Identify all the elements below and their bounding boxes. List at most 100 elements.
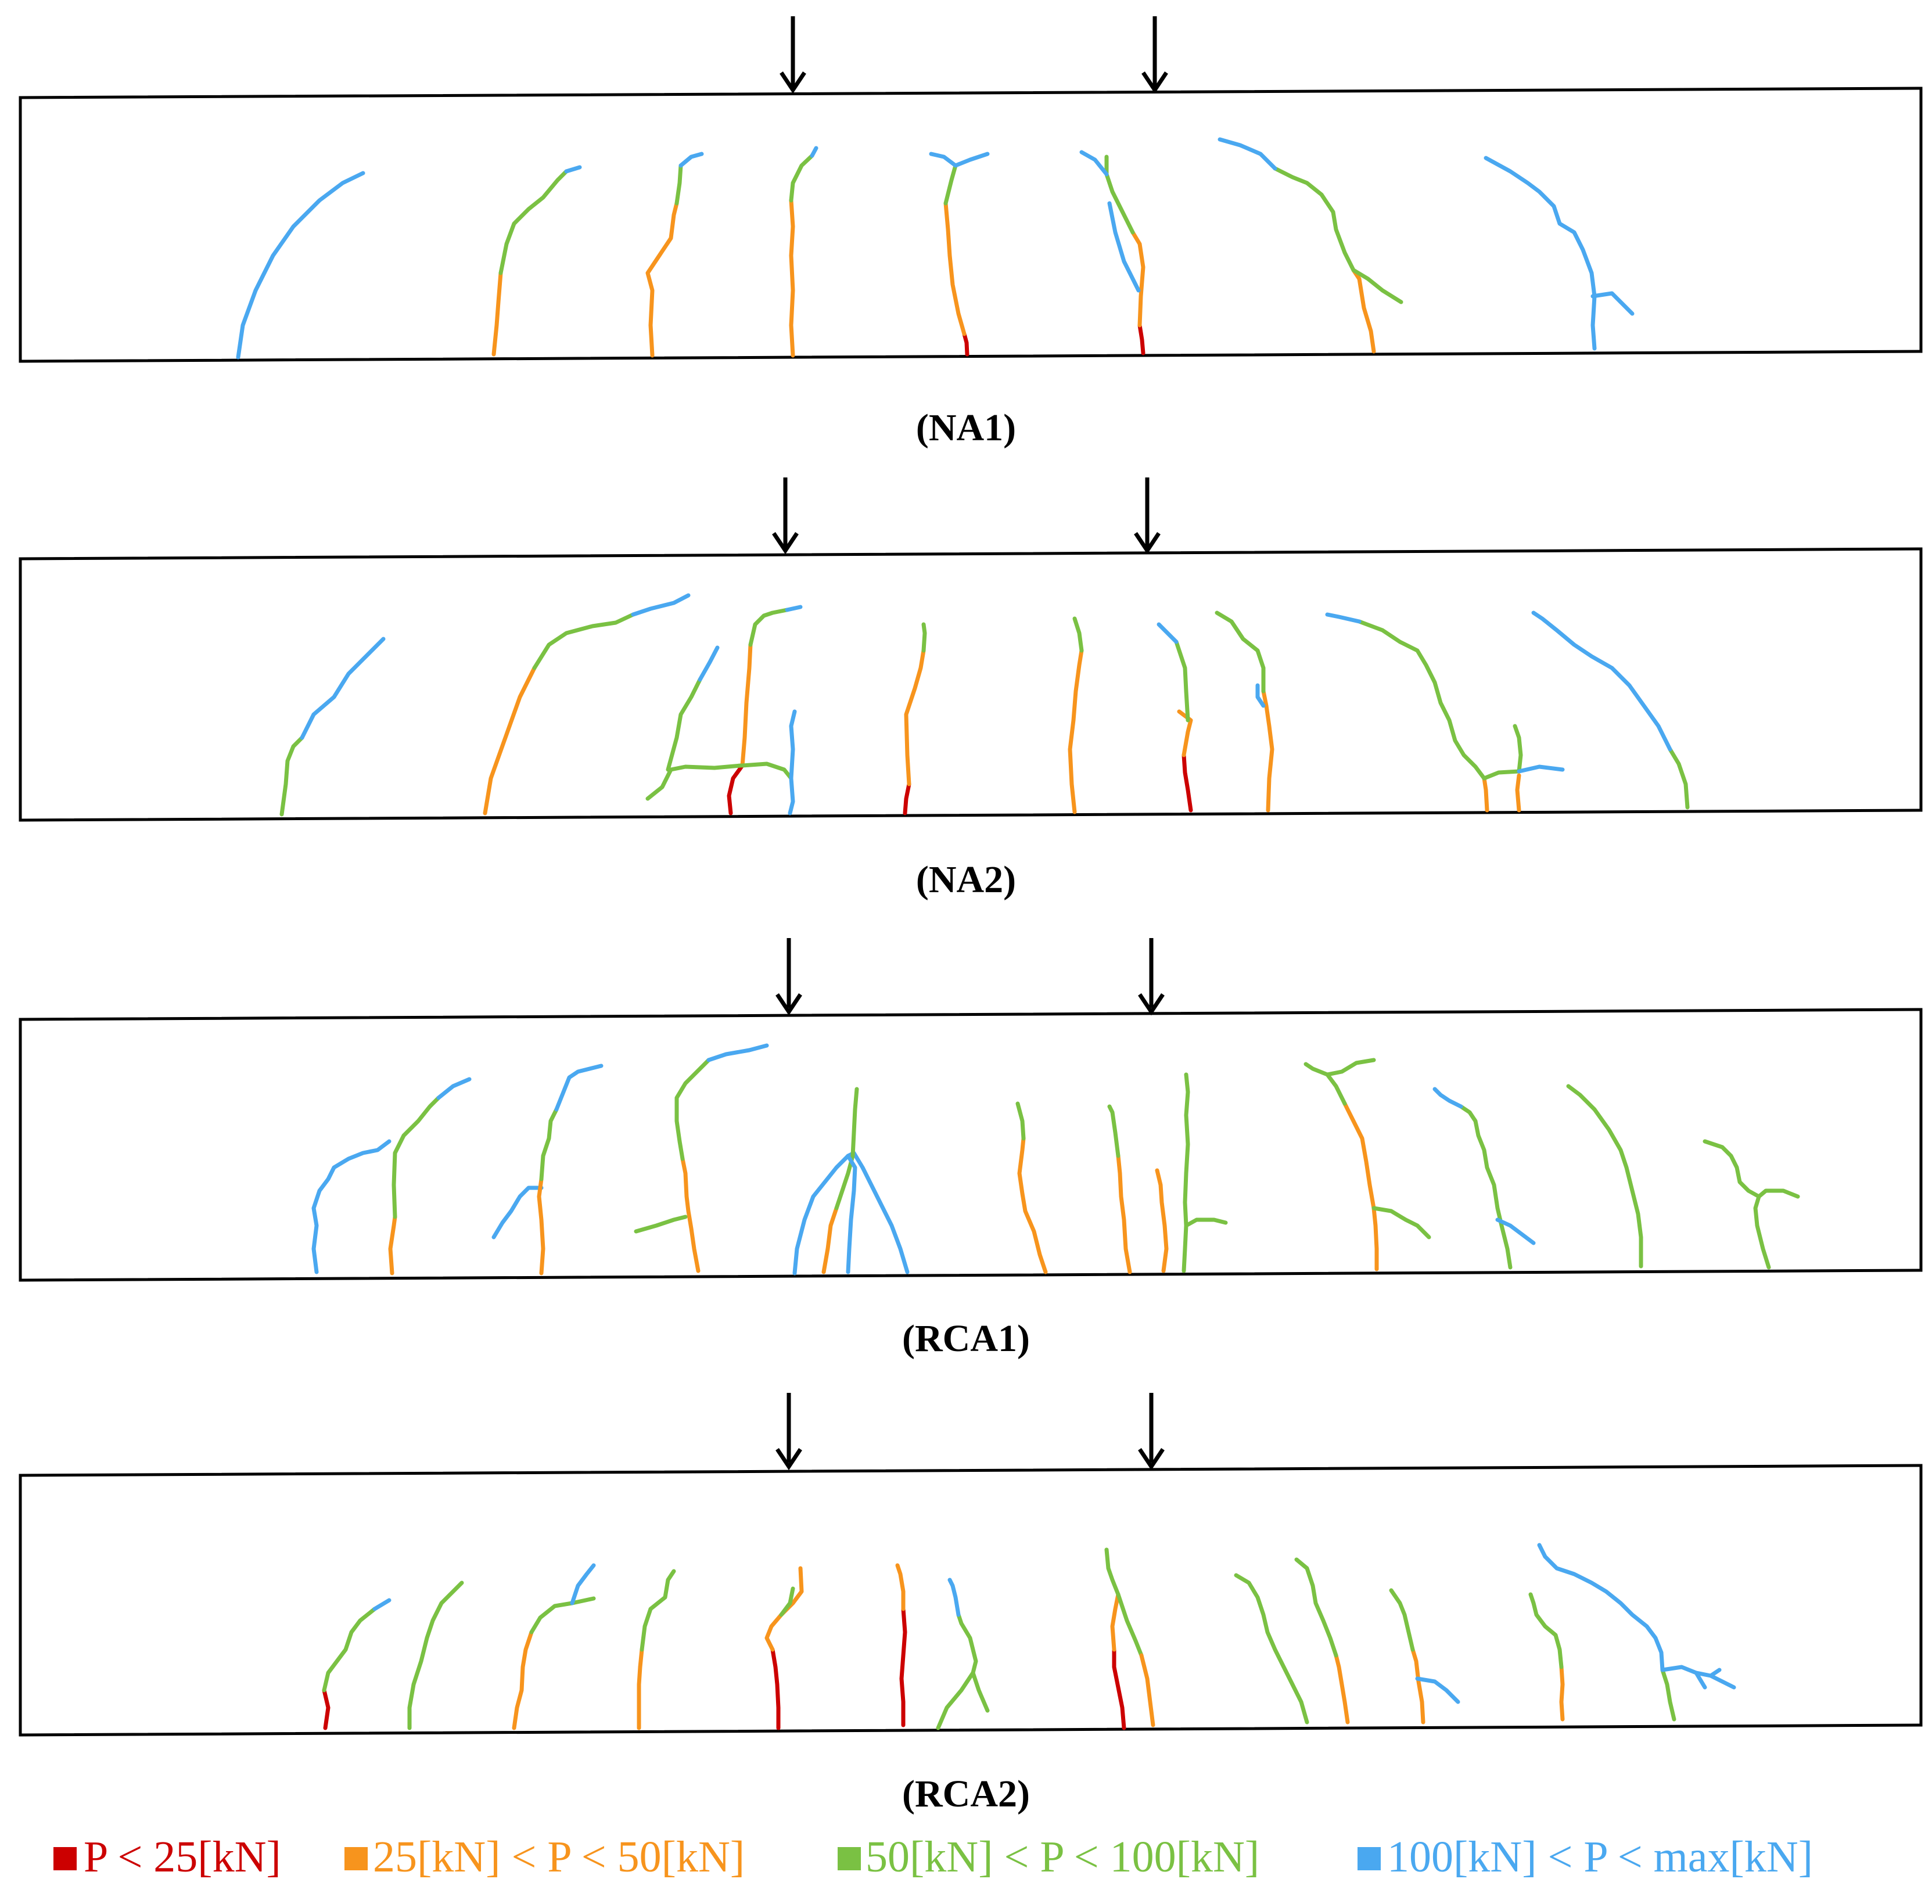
down-arrow-icon bbox=[775, 1448, 802, 1471]
crack bbox=[1484, 156, 1597, 351]
crack bbox=[311, 1139, 392, 1274]
crack bbox=[1357, 619, 1486, 781]
crack bbox=[1182, 1072, 1190, 1273]
crack bbox=[789, 198, 795, 358]
crack bbox=[483, 666, 537, 816]
load-arrow-left-rca2 bbox=[775, 1393, 802, 1471]
crack bbox=[1137, 323, 1145, 355]
crack bbox=[1660, 1665, 1736, 1690]
crack bbox=[1566, 1084, 1643, 1269]
crack bbox=[564, 165, 582, 174]
crack bbox=[1116, 1154, 1132, 1274]
crack bbox=[899, 1607, 907, 1727]
legend-label-green: 50[kN] < P < 100[kN] bbox=[866, 1833, 1259, 1881]
beam-outline-rca1 bbox=[19, 1008, 1923, 1282]
crack bbox=[512, 1630, 534, 1730]
crack bbox=[788, 776, 795, 816]
cracks-na1 bbox=[236, 137, 1635, 360]
crack bbox=[1495, 1217, 1536, 1245]
crack bbox=[1325, 612, 1362, 624]
cracks-rca2 bbox=[322, 1543, 1736, 1730]
crack bbox=[1559, 1665, 1565, 1722]
load-arrow-left-na1 bbox=[780, 16, 806, 94]
crack bbox=[491, 271, 503, 357]
crack bbox=[779, 1586, 795, 1617]
panel-caption-rca1: (RCA1) bbox=[902, 1317, 1030, 1360]
panel-caption-rca2: (RCA2) bbox=[902, 1773, 1030, 1815]
load-arrow-right-rca1 bbox=[1138, 938, 1165, 1016]
legend-label-orange: 25[kN] < P < 50[kN] bbox=[373, 1833, 745, 1881]
cracks-na2 bbox=[279, 593, 1690, 817]
crack bbox=[943, 201, 967, 336]
load-arrow-left-rca1 bbox=[775, 938, 802, 1016]
beam-outline-na2 bbox=[19, 547, 1923, 822]
beam-outline-rca2 bbox=[19, 1464, 1923, 1737]
crack bbox=[1482, 773, 1521, 813]
load-arrow-right-rca2 bbox=[1138, 1393, 1165, 1471]
panel-rca1: (RCA1) bbox=[19, 938, 1923, 1360]
down-arrow-icon bbox=[775, 993, 802, 1016]
legend-item-orange: 25[kN] < P < 50[kN] bbox=[344, 1833, 745, 1881]
crack bbox=[789, 153, 814, 203]
crack bbox=[1072, 616, 1084, 653]
load-arrow-right-na2 bbox=[1134, 477, 1161, 555]
crack bbox=[1255, 683, 1266, 708]
crack bbox=[698, 645, 797, 781]
crack bbox=[322, 1688, 331, 1730]
crack bbox=[1107, 1104, 1121, 1158]
crack bbox=[1482, 724, 1523, 781]
crack bbox=[1110, 1592, 1121, 1652]
crack bbox=[943, 163, 958, 206]
crack bbox=[537, 1177, 545, 1276]
crack bbox=[674, 163, 683, 206]
crack bbox=[1068, 648, 1084, 814]
crack bbox=[936, 1612, 978, 1730]
crack bbox=[1432, 1087, 1463, 1109]
square-swatch-icon bbox=[838, 1847, 861, 1870]
crack bbox=[1155, 1168, 1169, 1273]
panel-rca2: (RCA2) bbox=[19, 1393, 1923, 1815]
down-arrow-icon bbox=[1138, 1448, 1165, 1471]
crack bbox=[1351, 268, 1376, 354]
crack bbox=[1459, 1104, 1513, 1270]
crack bbox=[392, 1095, 441, 1219]
crack bbox=[680, 1156, 701, 1273]
crack bbox=[962, 332, 969, 357]
crack bbox=[372, 1598, 392, 1611]
crack bbox=[1116, 1592, 1144, 1658]
crack bbox=[785, 605, 803, 612]
crack bbox=[674, 1058, 711, 1161]
crack bbox=[1415, 1676, 1460, 1704]
crack bbox=[1389, 1588, 1415, 1652]
down-arrow-icon bbox=[772, 532, 799, 555]
crack bbox=[810, 146, 818, 158]
panel-caption-na2: (NA2) bbox=[916, 858, 1016, 901]
crack bbox=[498, 169, 569, 275]
load-arrow-right-na1 bbox=[1141, 16, 1168, 94]
crack bbox=[903, 782, 911, 816]
crack bbox=[1215, 610, 1266, 694]
crack bbox=[1139, 1653, 1155, 1727]
crack bbox=[929, 152, 990, 168]
crack bbox=[407, 1580, 464, 1730]
panel-caption-na1: (NA1) bbox=[916, 407, 1016, 449]
crack bbox=[554, 1064, 604, 1112]
crack bbox=[1528, 1592, 1564, 1669]
crack bbox=[640, 1569, 676, 1652]
crack bbox=[539, 1107, 559, 1181]
legend-label-red: P < 25[kN] bbox=[84, 1833, 281, 1881]
crack bbox=[1017, 1136, 1048, 1274]
crack bbox=[821, 1206, 839, 1274]
crack bbox=[1112, 1647, 1126, 1730]
crack bbox=[1104, 155, 1135, 235]
crack bbox=[921, 622, 927, 653]
crack bbox=[706, 1043, 769, 1062]
crack bbox=[322, 1607, 377, 1693]
load-arrow-left-na2 bbox=[772, 477, 799, 555]
crack bbox=[1531, 610, 1672, 752]
crack bbox=[770, 1647, 781, 1730]
crack bbox=[1660, 1668, 1676, 1722]
crack bbox=[971, 1671, 990, 1713]
crack bbox=[1182, 753, 1193, 813]
